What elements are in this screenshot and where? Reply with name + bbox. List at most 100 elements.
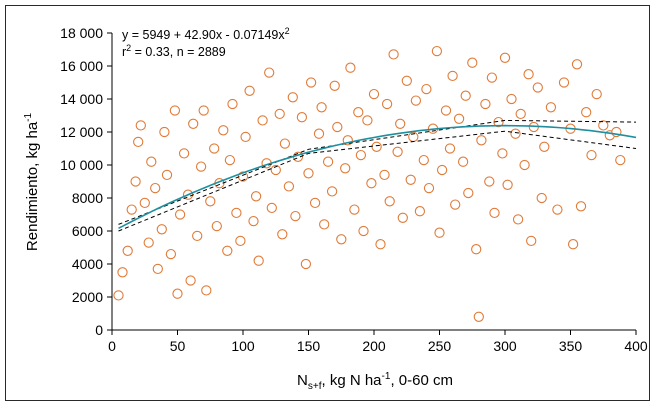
data-point: [336, 234, 347, 245]
data-point: [313, 128, 325, 139]
data-point: [545, 102, 557, 113]
x-axis-label: Ns+f, kg N ha-1, 0-60 cm: [297, 371, 453, 392]
data-point: [434, 227, 445, 238]
data-points: [113, 45, 626, 322]
data-point: [253, 255, 264, 266]
data-point: [143, 237, 154, 248]
data-point: [332, 121, 343, 133]
data-point: [250, 191, 262, 202]
data-point: [305, 77, 317, 88]
data-point: [519, 159, 530, 171]
data-point: [467, 57, 478, 68]
data-point: [209, 143, 220, 154]
data-point: [349, 204, 360, 215]
data-point: [224, 154, 236, 166]
y-tick-label: 18 000: [60, 25, 103, 41]
y-tick-label: 12 000: [60, 124, 103, 140]
data-point: [436, 164, 448, 176]
data-point: [431, 45, 443, 57]
data-point: [539, 141, 550, 152]
data-point: [231, 207, 242, 219]
data-point: [130, 176, 141, 187]
y-tick-label: 16 000: [60, 58, 103, 74]
data-point: [489, 207, 500, 219]
data-point: [218, 125, 229, 136]
y-tick-label: 6000: [72, 223, 103, 239]
y-axis-label: Rendimiento, kg ha-1: [23, 112, 41, 251]
data-point: [444, 143, 456, 154]
data-point: [471, 244, 482, 255]
data-point: [150, 182, 161, 194]
data-point: [450, 199, 461, 210]
data-point: [117, 267, 128, 278]
data-point: [486, 72, 498, 83]
data-point: [457, 156, 469, 167]
data-point: [358, 225, 369, 237]
data-point: [493, 116, 504, 128]
x-tick-label: 350: [559, 338, 583, 354]
data-point: [463, 187, 474, 199]
data-point: [345, 62, 356, 73]
data-point: [362, 115, 373, 126]
figure-frame: [5, 5, 650, 401]
data-point: [591, 88, 602, 100]
data-point: [506, 93, 517, 105]
axes: [107, 32, 637, 335]
data-point: [379, 169, 390, 181]
data-point: [423, 182, 435, 194]
y-tick-label: 10 000: [60, 157, 103, 173]
ci-upper-line: [118, 119, 637, 225]
data-point: [205, 196, 216, 207]
data-point: [195, 161, 207, 172]
x-tick-label: 250: [428, 338, 452, 354]
x-tick-label: 200: [362, 338, 386, 354]
data-point: [283, 181, 295, 192]
data-point: [392, 146, 403, 157]
data-point: [388, 49, 399, 60]
data-point: [414, 206, 426, 217]
data-point: [322, 156, 334, 167]
data-point: [303, 168, 314, 179]
data-point: [615, 154, 626, 166]
data-point: [397, 212, 408, 223]
data-point: [192, 230, 203, 242]
data-point: [159, 126, 170, 138]
data-point: [266, 202, 277, 214]
stats-annotation: r2 = 0.33, n = 2889: [122, 43, 226, 59]
data-point: [381, 98, 393, 110]
data-point: [287, 92, 298, 103]
data-point: [401, 75, 412, 86]
data-point: [122, 245, 133, 256]
data-point: [146, 156, 157, 167]
x-tick-label: 0: [108, 338, 116, 354]
data-point: [235, 235, 246, 247]
data-point: [178, 148, 190, 159]
data-point: [319, 219, 330, 230]
confidence-band: [118, 119, 637, 232]
data-point: [371, 141, 382, 152]
ci-lower-line: [118, 130, 637, 232]
data-point: [240, 131, 251, 143]
y-tick-label: 14 000: [60, 91, 103, 107]
data-point: [296, 112, 308, 123]
data-point: [497, 148, 508, 159]
data-point: [571, 59, 583, 70]
data-point: [353, 107, 364, 118]
data-point: [227, 98, 238, 110]
data-point: [384, 196, 395, 207]
tick-labels: 0 50 100 150 200 250 300 350 4000200040006000800…: [60, 25, 648, 354]
data-point: [156, 224, 167, 235]
data-point: [523, 69, 534, 80]
data-point: [447, 70, 458, 82]
data-point: [264, 67, 275, 78]
y-tick-label: 2000: [72, 289, 103, 305]
data-point: [536, 192, 547, 204]
data-point: [575, 201, 587, 212]
data-point: [135, 120, 146, 131]
x-tick-label: 50: [170, 338, 186, 354]
data-point: [126, 204, 137, 215]
data-point: [484, 176, 495, 187]
y-tick-label: 0: [95, 322, 103, 338]
data-point: [567, 239, 579, 250]
x-tick-label: 100: [231, 338, 255, 354]
